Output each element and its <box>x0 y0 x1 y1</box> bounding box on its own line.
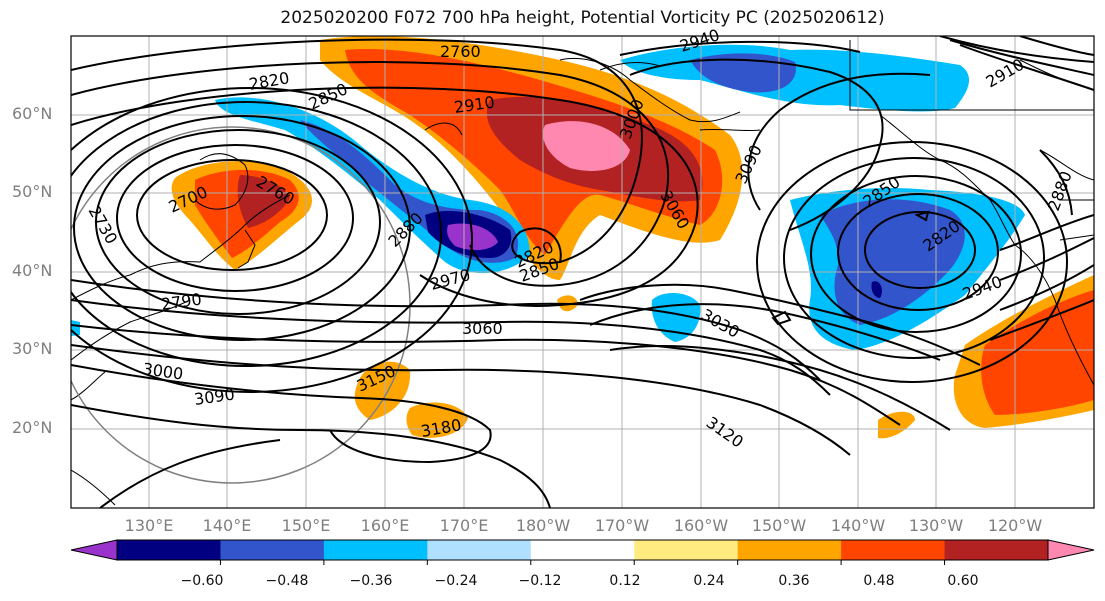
colorbar-tick-label: −0.60 <box>180 573 224 589</box>
colorbar-tick-label: 0.60 <box>947 573 979 589</box>
pv-positive-region <box>542 121 630 171</box>
colorbar-tick-label: 0.48 <box>863 573 895 589</box>
pv-negative-region <box>871 281 883 298</box>
lon-label: 160°W <box>673 516 729 535</box>
lat-label: 50°N <box>12 182 53 201</box>
lon-label: 120°W <box>987 516 1043 535</box>
lat-label: 60°N <box>12 104 53 123</box>
lon-label: 150°W <box>751 516 807 535</box>
colorbar-swatch <box>220 540 325 560</box>
colorbar-swatch <box>117 540 221 560</box>
graticule <box>71 36 1094 508</box>
colorbar-swatch <box>634 540 739 560</box>
colorbar-swatch <box>323 540 428 560</box>
lon-label: 140°E <box>202 516 252 535</box>
contour-label: 2760 <box>440 42 481 61</box>
colorbar-frame <box>116 539 1049 561</box>
lon-label: 140°W <box>830 516 886 535</box>
colorbar-tick-label: 0.36 <box>778 573 810 589</box>
pv-negative-region <box>820 199 965 325</box>
colorbar-swatch <box>841 540 946 560</box>
colorbar-tick-label: −0.36 <box>349 573 393 589</box>
colorbar-swatch <box>737 540 842 560</box>
lon-label: 180°W <box>515 516 571 535</box>
pv-positive-region <box>878 411 915 439</box>
colorbar-tick-label: 0.12 <box>609 573 641 589</box>
lon-label: 130°W <box>908 516 964 535</box>
lat-label: 40°N <box>12 261 53 280</box>
lat-label: 20°N <box>12 418 53 437</box>
colorbar <box>70 539 1095 565</box>
height-contours <box>71 36 1094 508</box>
pv-positive-region <box>981 290 1094 415</box>
height-contour-closed <box>914 210 930 222</box>
colorbar-tick-label: −0.24 <box>434 573 478 589</box>
lat-label: 30°N <box>12 339 53 358</box>
lon-label: 130°E <box>124 516 174 535</box>
lon-label: 150°E <box>281 516 331 535</box>
colorbar-extend-right <box>1047 539 1095 561</box>
lon-label: 170°E <box>439 516 489 535</box>
pv-positive-region <box>354 361 411 420</box>
pv-negative-region <box>690 53 796 93</box>
height-contour-closed <box>771 310 792 326</box>
lon-label: 170°W <box>594 516 650 535</box>
colorbar-swatch <box>944 540 1049 560</box>
lon-label: 160°E <box>360 516 410 535</box>
colorbar-tick-label: 0.24 <box>693 573 725 589</box>
colorbar-extend-left <box>70 539 118 561</box>
colorbar-tick-label: −0.12 <box>518 573 562 589</box>
colorbar-tick-label: −0.48 <box>265 573 309 589</box>
contour-label: 3060 <box>462 319 503 338</box>
pv-positive-region <box>237 175 290 228</box>
colorbar-swatch <box>427 540 532 560</box>
colorbar-swatch <box>530 540 635 560</box>
map-frame <box>70 35 1095 509</box>
map-title: 2025020200 F072 700 hPa height, Potentia… <box>280 8 885 28</box>
